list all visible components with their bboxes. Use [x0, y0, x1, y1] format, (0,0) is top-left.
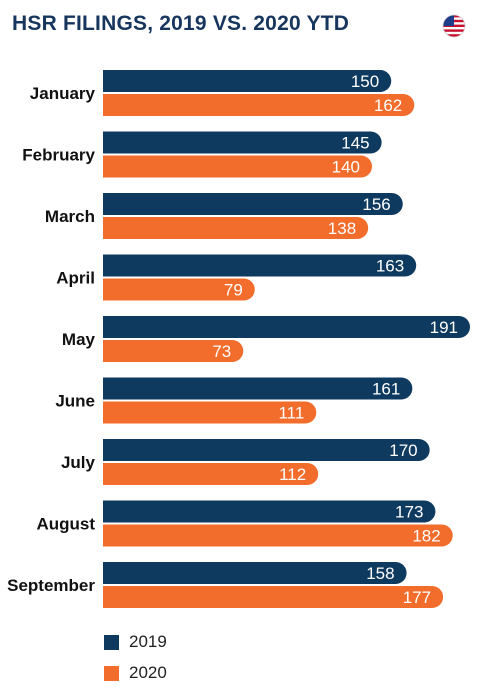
- bar-may-2019: [103, 316, 470, 338]
- bar-june-2020: [103, 401, 317, 424]
- legend-label-2020: 2020: [129, 663, 167, 682]
- data-label-february-2019: 145: [341, 134, 369, 153]
- bar-september-2019: [103, 562, 407, 584]
- category-label-september: September: [7, 576, 95, 595]
- bar-january-2019: [103, 70, 392, 93]
- category-label-april: April: [56, 269, 95, 288]
- data-label-august-2020: 182: [412, 527, 440, 546]
- category-label-march: March: [45, 207, 95, 226]
- bar-march-2020: [103, 217, 369, 239]
- category-label-may: May: [62, 330, 96, 349]
- bar-september-2020: [103, 586, 444, 608]
- data-label-may-2020: 73: [212, 342, 231, 361]
- legend-swatch-2020: [104, 665, 119, 681]
- bar-august-2019: [103, 500, 436, 523]
- legend-swatch-2019: [104, 634, 119, 650]
- data-label-may-2019: 191: [430, 318, 458, 337]
- bar-april-2019: [103, 254, 417, 277]
- bar-june-2019: [103, 377, 413, 400]
- data-label-july-2019: 170: [389, 441, 417, 460]
- data-label-september-2019: 158: [366, 564, 394, 583]
- data-label-march-2020: 138: [328, 219, 356, 238]
- us-flag-icon: [442, 14, 466, 38]
- data-label-july-2020: 112: [279, 465, 306, 484]
- category-label-february: February: [22, 146, 95, 165]
- data-label-september-2020: 177: [403, 588, 431, 607]
- category-label-january: January: [30, 84, 96, 103]
- data-label-february-2020: 140: [332, 158, 360, 177]
- chart-title: HSR FILINGS, 2019 VS. 2020 YTD: [12, 12, 350, 35]
- legend-label-2019: 2019: [129, 632, 167, 651]
- category-label-july: July: [61, 453, 96, 472]
- data-label-august-2019: 173: [395, 503, 423, 522]
- bar-may-2020: [103, 340, 244, 362]
- legend-item-2020: 2020: [104, 661, 167, 685]
- data-label-january-2020: 162: [374, 96, 402, 115]
- bar-chart: January 150 162 February 145 140 March 156 138 Ap…: [7, 70, 470, 608]
- bar-february-2020: [103, 155, 373, 178]
- category-label-august: August: [36, 515, 95, 534]
- bar-january-2020: [103, 94, 415, 117]
- bar-march-2019: [103, 193, 403, 215]
- data-label-april-2019: 163: [376, 257, 404, 276]
- legend-item-2019: 2019: [104, 630, 167, 654]
- data-label-april-2020: 79: [224, 281, 243, 300]
- bar-august-2020: [103, 524, 453, 547]
- category-label-june: June: [55, 392, 95, 411]
- data-label-june-2019: 161: [372, 380, 400, 399]
- legend: 2019 2020: [104, 630, 167, 692]
- data-label-june-2020: 111: [278, 404, 304, 423]
- bar-july-2019: [103, 439, 430, 461]
- bar-july-2020: [103, 463, 319, 485]
- bar-april-2020: [103, 278, 255, 301]
- data-label-january-2019: 150: [351, 72, 379, 91]
- data-label-march-2019: 156: [362, 195, 390, 214]
- bar-february-2019: [103, 131, 382, 154]
